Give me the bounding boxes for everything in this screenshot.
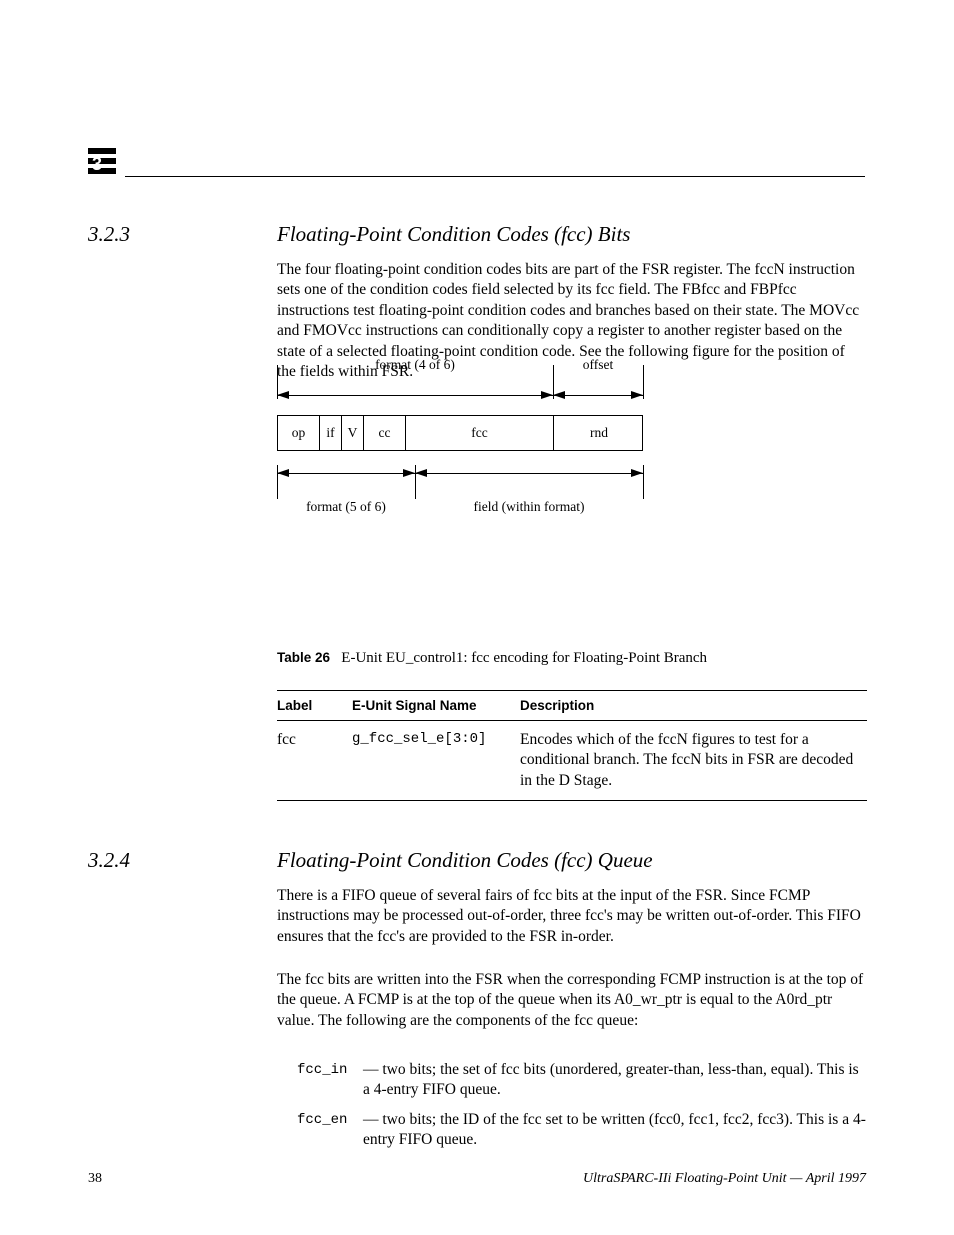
table-caption: Table 26 E-Unit EU_control1: fcc encodin… bbox=[277, 650, 707, 667]
table-top-rule bbox=[277, 690, 867, 691]
bitfield-cell: op bbox=[278, 416, 320, 450]
fig-top-left-label: format (4 of 6) bbox=[277, 357, 553, 373]
table-cell-signal: g_fcc_sel_e[3:0] bbox=[352, 730, 512, 748]
fig-bot-left-label: format (5 of 6) bbox=[277, 499, 415, 515]
header-rule bbox=[125, 176, 865, 177]
table-col-header: Label bbox=[277, 698, 312, 713]
bitfield-cell: V bbox=[342, 416, 364, 450]
table-cell-label: fcc bbox=[277, 730, 347, 750]
section-number: 3.2.4 bbox=[88, 848, 130, 873]
fig-top-right-label: offset bbox=[553, 357, 643, 373]
fig-bot-right-label: field (within format) bbox=[415, 499, 643, 515]
bitfield-cell: if bbox=[320, 416, 342, 450]
page-footer: 38 UltraSPARC-IIi Floating-Point Unit — … bbox=[88, 1171, 866, 1187]
list-item-body: — two bits; the ID of the fcc set to be … bbox=[363, 1110, 867, 1151]
table-col-header: E-Unit Signal Name bbox=[352, 698, 477, 713]
chapter-number: 3 bbox=[92, 154, 102, 175]
list-item-tag: fcc_in bbox=[297, 1062, 347, 1078]
section2-para2: The fcc bits are written into the FSR wh… bbox=[277, 970, 867, 1031]
table-head-rule bbox=[277, 720, 867, 721]
bitfield-diagram: format (4 of 6) offset op if V cc fcc rn… bbox=[277, 357, 651, 515]
footer-title: UltraSPARC-IIi Floating-Point Unit — Apr… bbox=[583, 1171, 866, 1187]
section-title: Floating-Point Condition Codes (fcc) Que… bbox=[277, 848, 653, 873]
table-col-header: Description bbox=[520, 698, 594, 713]
table-bottom-rule bbox=[277, 800, 867, 801]
table-caption-title: E-Unit EU_control1: fcc encoding for Flo… bbox=[341, 650, 707, 666]
section-number: 3.2.3 bbox=[88, 222, 130, 247]
list-item-tag: fcc_en bbox=[297, 1112, 347, 1128]
bitfield-cell: cc bbox=[364, 416, 406, 450]
list-item-body: — two bits; the set of fcc bits (unorder… bbox=[363, 1060, 867, 1101]
section-title: Floating-Point Condition Codes (fcc) Bit… bbox=[277, 222, 630, 247]
page-number: 38 bbox=[88, 1171, 102, 1187]
bitfield-cell: fcc bbox=[406, 416, 554, 450]
table-caption-tag: Table 26 bbox=[277, 650, 330, 665]
bitfield-box: op if V cc fcc rnd bbox=[277, 415, 643, 451]
table-cell-desc: Encodes which of the fccN figures to tes… bbox=[520, 730, 867, 791]
bitfield-cell: rnd bbox=[554, 416, 644, 450]
section2-paragraph: There is a FIFO queue of several fairs o… bbox=[277, 886, 867, 947]
